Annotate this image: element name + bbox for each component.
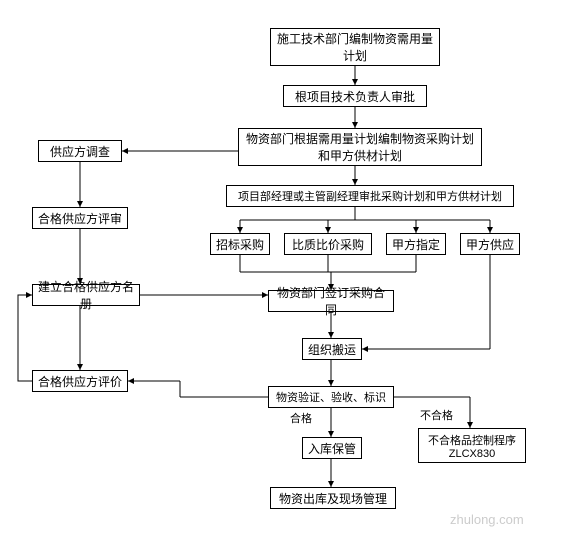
node-compare-purchase: 比质比价采购 [284, 233, 372, 255]
node-supplier-evaluate: 合格供应方评价 [32, 370, 128, 392]
node-label: 不合格品控制程序 ZLCX830 [423, 432, 521, 460]
node-owner-supply: 甲方供应 [460, 233, 520, 255]
node-manager-approve: 项目部经理或主管副经理审批采购计划和甲方供材计划 [226, 185, 514, 207]
node-label: 物资出库及现场管理 [279, 490, 387, 507]
node-label: 物资部门根据需用量计划编制物资采购计划和甲方供材计划 [243, 130, 477, 164]
node-qualified-supplier-review: 合格供应方评审 [32, 207, 128, 229]
node-label: 物资验证、验收、标识 [276, 389, 386, 405]
label-fail: 不合格 [420, 407, 453, 423]
node-label: 甲方指定 [392, 236, 440, 253]
node-label: 施工技术部门编制物资需用量计划 [275, 30, 435, 64]
node-label: 供应方调查 [50, 143, 110, 160]
node-label: 项目部经理或主管副经理审批采购计划和甲方供材计划 [238, 188, 502, 204]
node-material-dept-plan: 物资部门根据需用量计划编制物资采购计划和甲方供材计划 [238, 128, 482, 166]
node-tech-lead-approve: 根项目技术负责人审批 [283, 85, 427, 107]
node-label: 根项目技术负责人审批 [295, 88, 415, 105]
node-label: 合格供应方评审 [38, 210, 122, 227]
watermark: zhulong.com [450, 512, 524, 527]
edge-label: 合格 [290, 413, 312, 425]
watermark-text: zhulong.com [450, 512, 524, 527]
node-nonconforming: 不合格品控制程序 ZLCX830 [418, 428, 526, 463]
node-owner-designate: 甲方指定 [386, 233, 446, 255]
node-supplier-survey: 供应方调查 [38, 140, 122, 162]
node-verify-accept: 物资验证、验收、标识 [268, 386, 394, 408]
node-label: 建立合格供应方名册 [37, 278, 135, 312]
node-tender-purchase: 招标采购 [210, 233, 270, 255]
node-label: 甲方供应 [466, 236, 514, 253]
node-outbound-manage: 物资出库及现场管理 [270, 487, 396, 509]
node-label: 比质比价采购 [292, 236, 364, 253]
edge-label: 不合格 [420, 410, 453, 422]
node-tech-dept-plan: 施工技术部门编制物资需用量计划 [270, 28, 440, 66]
node-label: 合格供应方评价 [38, 373, 122, 390]
node-supplier-list: 建立合格供应方名册 [32, 284, 140, 306]
node-label: 组织搬运 [308, 341, 356, 358]
node-label: 入库保管 [308, 440, 356, 457]
node-label: 物资部门签订采购合同 [273, 284, 389, 318]
node-warehouse: 入库保管 [302, 437, 362, 459]
label-pass: 合格 [290, 410, 312, 426]
node-transport: 组织搬运 [302, 338, 362, 360]
node-label: 招标采购 [216, 236, 264, 253]
node-sign-contract: 物资部门签订采购合同 [268, 290, 394, 312]
